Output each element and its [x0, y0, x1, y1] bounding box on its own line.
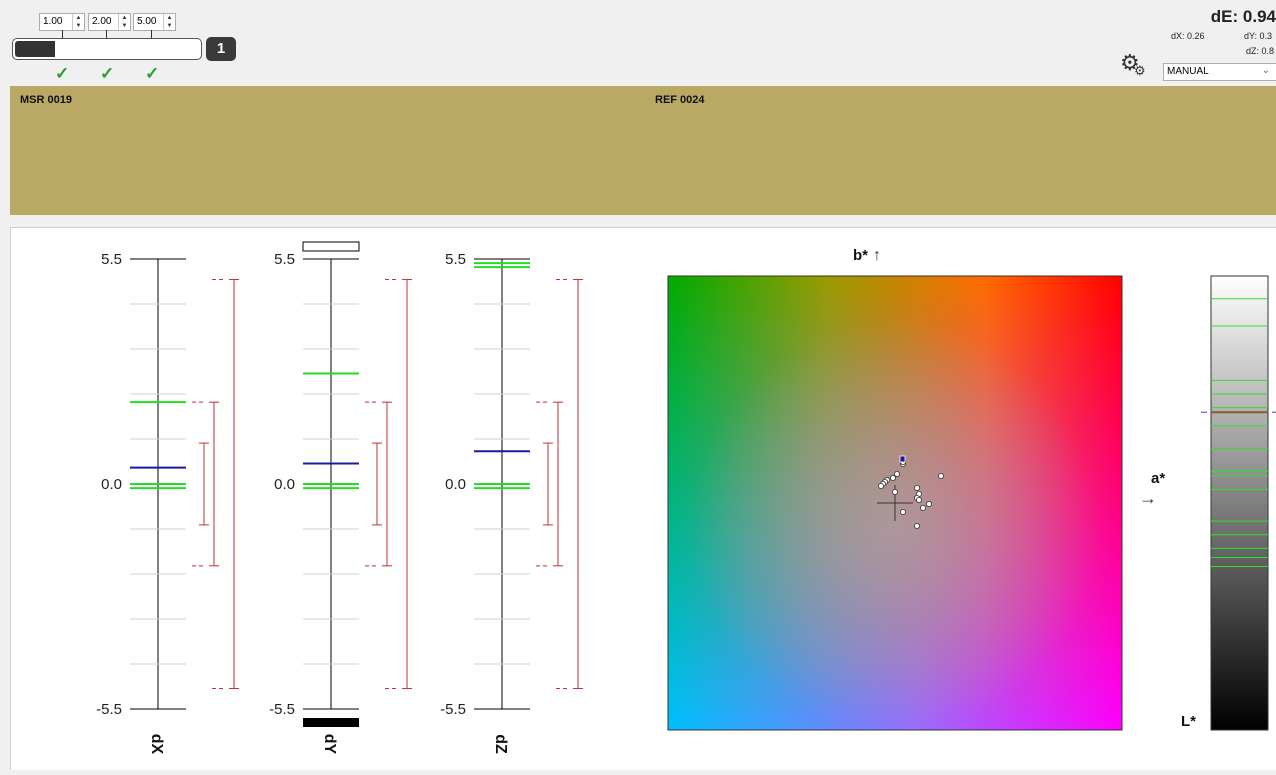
- tick-label-mid: 0.0: [445, 476, 466, 493]
- msr-label: MSR 0019: [20, 94, 72, 106]
- l-axis-label: L*: [1181, 713, 1196, 730]
- tolerance-bracket: [199, 442, 209, 526]
- checkmark-icon: ✓: [100, 64, 115, 83]
- threshold-1-value[interactable]: 1.00: [43, 16, 63, 27]
- over-range-marker: [302, 241, 360, 252]
- delta-chart-dz: 5.5 0.0 -5.5 dZ: [440, 251, 583, 754]
- threshold-tick: [62, 30, 63, 38]
- spinner-arrows-icon[interactable]: ▲ ▼: [72, 14, 84, 30]
- tolerance-bracket: [536, 401, 563, 567]
- tick-label-top: 5.5: [274, 251, 295, 268]
- toolbar: 1.00 ▲ ▼ 2.00 ▲ ▼ 5.00 ▲ ▼ 1 ✓ ✓ ✓ dE: 0.94…: [0, 0, 1276, 86]
- charts-svg: 5.5 0.0 -5.5 dX 5.5 0.0 -5.5 dY 5.5 0.0 -5.5 dZ b* ↑…: [96, 241, 1276, 755]
- b-axis-label: b*: [853, 247, 868, 264]
- sample-point: [893, 470, 900, 477]
- mode-select[interactable]: MANUAL ⌄: [1163, 63, 1276, 81]
- axis-name: dX: [148, 734, 165, 755]
- threshold-2-spinner[interactable]: 2.00 ▲ ▼: [88, 13, 131, 31]
- axis-name: dZ: [492, 734, 509, 754]
- spinner-arrows-icon[interactable]: ▲ ▼: [163, 14, 175, 30]
- dx-value: dX: 0.26: [1171, 31, 1205, 41]
- lightness-bar: L*: [1181, 275, 1276, 731]
- dz-value: dZ: 0.8: [1246, 46, 1275, 56]
- tolerance-bracket: [192, 401, 219, 567]
- gears-icon[interactable]: ⚙: [1120, 50, 1140, 75]
- tick-label-bottom: -5.5: [96, 701, 122, 718]
- tick-label-bottom: -5.5: [269, 701, 295, 718]
- arrow-right-icon: →: [1139, 488, 1157, 508]
- mode-select-value: MANUAL: [1167, 66, 1209, 77]
- delta-chart-dx: 5.5 0.0 -5.5 dX: [96, 251, 239, 755]
- threshold-3-spinner[interactable]: 5.00 ▲ ▼: [133, 13, 176, 31]
- gear-small-icon[interactable]: ⚙: [1134, 63, 1146, 78]
- under-range-marker: [303, 718, 359, 727]
- dy-value: dY: 0.3: [1244, 31, 1273, 41]
- sample-point: [913, 484, 920, 491]
- threshold-3-value[interactable]: 5.00: [137, 16, 157, 27]
- arrow-up-icon: ↑: [873, 247, 881, 264]
- progress-bar: [12, 38, 202, 60]
- count-badge: 1: [206, 37, 236, 61]
- threshold-tick: [151, 30, 152, 38]
- ref-label: REF 0024: [655, 94, 705, 106]
- color-swatch: MSR 0019 REF 0024: [10, 86, 1276, 215]
- sample-point: [925, 500, 932, 507]
- tick-label-bottom: -5.5: [440, 701, 466, 718]
- tick-label-mid: 0.0: [101, 476, 122, 493]
- target-point: [899, 455, 906, 463]
- checkmark-icon: ✓: [145, 64, 160, 83]
- tolerance-bracket: [556, 278, 583, 690]
- sample-point: [937, 472, 944, 479]
- lightness-gradient: [1210, 275, 1269, 731]
- sample-point: [891, 488, 898, 495]
- threshold-1-spinner[interactable]: 1.00 ▲ ▼: [39, 13, 85, 31]
- tick-label-mid: 0.0: [274, 476, 295, 493]
- plot-border: [667, 275, 1123, 731]
- charts-panel: 5.5 0.0 -5.5 dX 5.5 0.0 -5.5 dY 5.5 0.0 -5.5 dZ b* ↑…: [10, 227, 1276, 770]
- sample-point: [915, 496, 922, 503]
- ab-plot: [667, 275, 1123, 731]
- tolerance-bracket: [385, 278, 412, 690]
- sample-point: [919, 504, 926, 511]
- progress-fill: [15, 41, 56, 57]
- delta-e-value: dE: 0.94: [1210, 7, 1276, 26]
- tolerance-bracket: [365, 401, 392, 567]
- delta-chart-dy: 5.5 0.0 -5.5 dY: [269, 241, 412, 755]
- tolerance-bracket: [212, 278, 239, 690]
- tolerance-bracket: [543, 442, 553, 526]
- checkmark-icon: ✓: [55, 64, 70, 83]
- spinner-arrows-icon[interactable]: ▲ ▼: [118, 14, 130, 30]
- tick-label-top: 5.5: [101, 251, 122, 268]
- threshold-tick: [106, 30, 107, 38]
- tolerance-bracket: [372, 442, 382, 526]
- sample-point: [889, 474, 896, 481]
- sample-point: [899, 508, 906, 515]
- tick-label-top: 5.5: [445, 251, 466, 268]
- axis-name: dY: [321, 734, 338, 755]
- sample-point: [913, 522, 920, 529]
- chevron-down-icon[interactable]: ⌄: [1261, 65, 1270, 76]
- a-axis-label: a*: [1151, 470, 1165, 487]
- threshold-2-value[interactable]: 2.00: [92, 16, 112, 27]
- sample-point: [877, 482, 884, 489]
